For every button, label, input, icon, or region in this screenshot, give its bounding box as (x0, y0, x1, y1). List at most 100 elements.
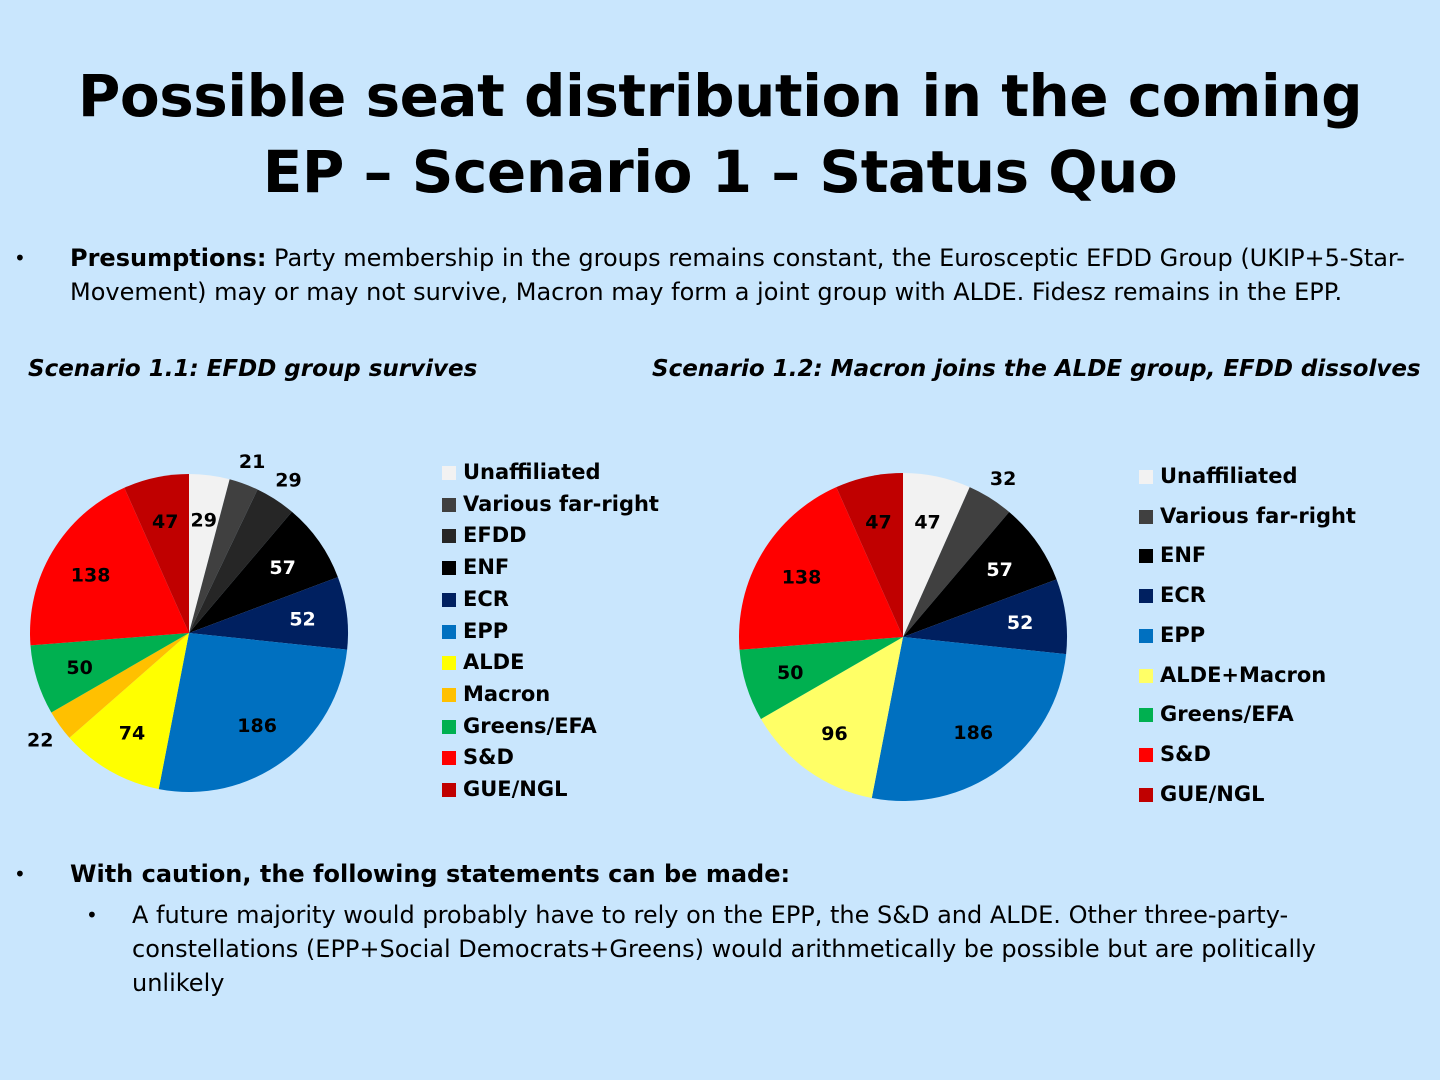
legend-item-efdd: EFDD (442, 523, 527, 547)
legend-item-alde: ALDE (442, 650, 524, 674)
legend-swatch (1139, 628, 1153, 643)
legend-item-ecr: ECR (1139, 583, 1206, 607)
slice-ecr (189, 577, 348, 650)
slice-alde-macron (760, 637, 903, 798)
slice-ecr (903, 579, 1067, 655)
bullet-marker: • (86, 903, 98, 927)
legend-label: Various far-right (463, 491, 659, 516)
legend-swatch (1139, 747, 1153, 762)
data-label-greens-efa: 50 (66, 657, 92, 679)
legend-swatch (1139, 589, 1153, 604)
caution-bullet: • With caution, the following statements… (14, 857, 1370, 891)
data-label-gue-ngl: 47 (865, 512, 891, 534)
legend-swatch (1139, 509, 1153, 524)
chart-2-title: Scenario 1.2: Macron joins the ALDE grou… (652, 356, 1421, 382)
legend-item-alde-macron: ALDE+Macron (1139, 663, 1326, 687)
legend-item-greens-efa: Greens/EFA (442, 714, 597, 738)
legend-label: S&D (463, 745, 514, 770)
presumptions-text: Party membership in the groups remains c… (70, 244, 1405, 306)
data-label-unaffiliated: 47 (914, 512, 940, 534)
pie-2-group: 47 32 57 52 186 96 50 138 47 (738, 468, 1067, 802)
legend-swatch (1139, 787, 1153, 802)
legend-item-greens-efa: Greens/EFA (1139, 702, 1294, 726)
data-label-unaffiliated: 29 (191, 509, 217, 531)
slice-enf (903, 511, 1057, 637)
legend-swatch (442, 751, 456, 766)
legend-item-various-far-right: Various far-right (1139, 504, 1356, 528)
legend-item-ecr: ECR (442, 587, 509, 611)
legend-item-gue-ngl: GUE/NGL (442, 777, 568, 801)
legend-item-unaffiliated: Unaffiliated (442, 460, 600, 484)
slice-gue-ngl (836, 473, 903, 637)
pie-1-group: 29 21 29 57 52 186 74 22 50 138 47 (27, 451, 348, 792)
data-label-alde-macron: 96 (821, 723, 847, 745)
legend-label: ECR (1160, 583, 1206, 608)
legend-item-various-far-right: Various far-right (442, 492, 659, 516)
legend-item-epp: EPP (1139, 623, 1205, 647)
slice-greens-efa (739, 637, 903, 719)
caution-lead: With caution, the following statements c… (70, 860, 791, 888)
slice-unaffiliated (903, 473, 970, 637)
data-label-gue-ngl: 47 (152, 511, 178, 533)
bullet-marker: • (14, 246, 26, 270)
legend-swatch (442, 719, 456, 734)
legend-swatch (442, 561, 456, 576)
legend-swatch (442, 497, 456, 512)
data-label-alde: 74 (119, 722, 145, 744)
legend-label: EPP (463, 618, 509, 643)
slice-s-d (738, 487, 903, 650)
caution-sub-text: A future majority would probably have to… (132, 901, 1316, 997)
data-label-epp: 186 (237, 715, 277, 737)
slice-unaffiliated (189, 474, 230, 633)
data-label-ecr: 52 (1007, 612, 1033, 634)
data-label-enf: 57 (269, 557, 295, 579)
legend-label: Unaffiliated (1160, 464, 1298, 488)
caution-sub-bullet: • A future majority would probably have … (86, 898, 1372, 1000)
legend-label: Unaffiliated (463, 460, 601, 484)
legend-swatch (442, 656, 456, 671)
legend-item-enf: ENF (1139, 543, 1206, 567)
legend-label: Macron (463, 681, 551, 706)
legend-swatch (1139, 668, 1153, 683)
slice-s-d (30, 487, 190, 646)
slide-title: Possible seat distribution in the coming… (0, 58, 1440, 210)
title-line-1: Possible seat distribution in the coming (77, 62, 1363, 130)
data-label-macron: 22 (27, 730, 53, 752)
legend-label: ALDE (463, 650, 525, 675)
chart-1-title: Scenario 1.1: EFDD group survives (28, 356, 478, 382)
presumptions-bullet: • Presumptions: Party membership in the … (14, 241, 1430, 309)
legend-swatch (1139, 549, 1153, 564)
legend-swatch (442, 466, 456, 480)
legend-label: ENF (463, 555, 510, 580)
slice-alde (69, 633, 189, 790)
data-label-epp: 186 (953, 722, 993, 744)
bullet-marker: • (14, 862, 26, 886)
legend-label: GUE/NGL (463, 777, 568, 801)
legend-item-s-d: S&D (442, 745, 514, 769)
data-label-efdd: 29 (275, 469, 301, 491)
legend-label: ENF (1160, 543, 1207, 568)
slice-enf (189, 511, 338, 633)
slice-various-far-right (903, 487, 1010, 637)
legend-item-macron: Macron (442, 682, 550, 706)
slice-greens-efa (30, 633, 190, 713)
slice-epp (871, 637, 1067, 802)
legend-label: Greens/EFA (1160, 702, 1294, 727)
legend-swatch (1139, 708, 1153, 723)
title-line-2: EP – Scenario 1 – Status Quo (262, 138, 1178, 206)
data-label-ecr: 52 (289, 609, 315, 631)
slice-efdd (189, 489, 292, 633)
legend-label: GUE/NGL (1160, 781, 1265, 806)
legend-label: EFDD (463, 523, 527, 548)
legend-label: ALDE+Macron (1160, 662, 1327, 687)
data-label-various-far-right: 32 (990, 468, 1016, 490)
data-label-greens-efa: 50 (777, 662, 803, 684)
legend-item-unaffiliated: Unaffiliated (1139, 464, 1297, 488)
legend-label: S&D (1160, 741, 1211, 766)
legend-label: EPP (1160, 622, 1206, 647)
legend-item-enf: ENF (442, 555, 509, 579)
legend-swatch (442, 687, 456, 702)
legend-swatch (1139, 470, 1153, 484)
legend-swatch (442, 529, 456, 544)
